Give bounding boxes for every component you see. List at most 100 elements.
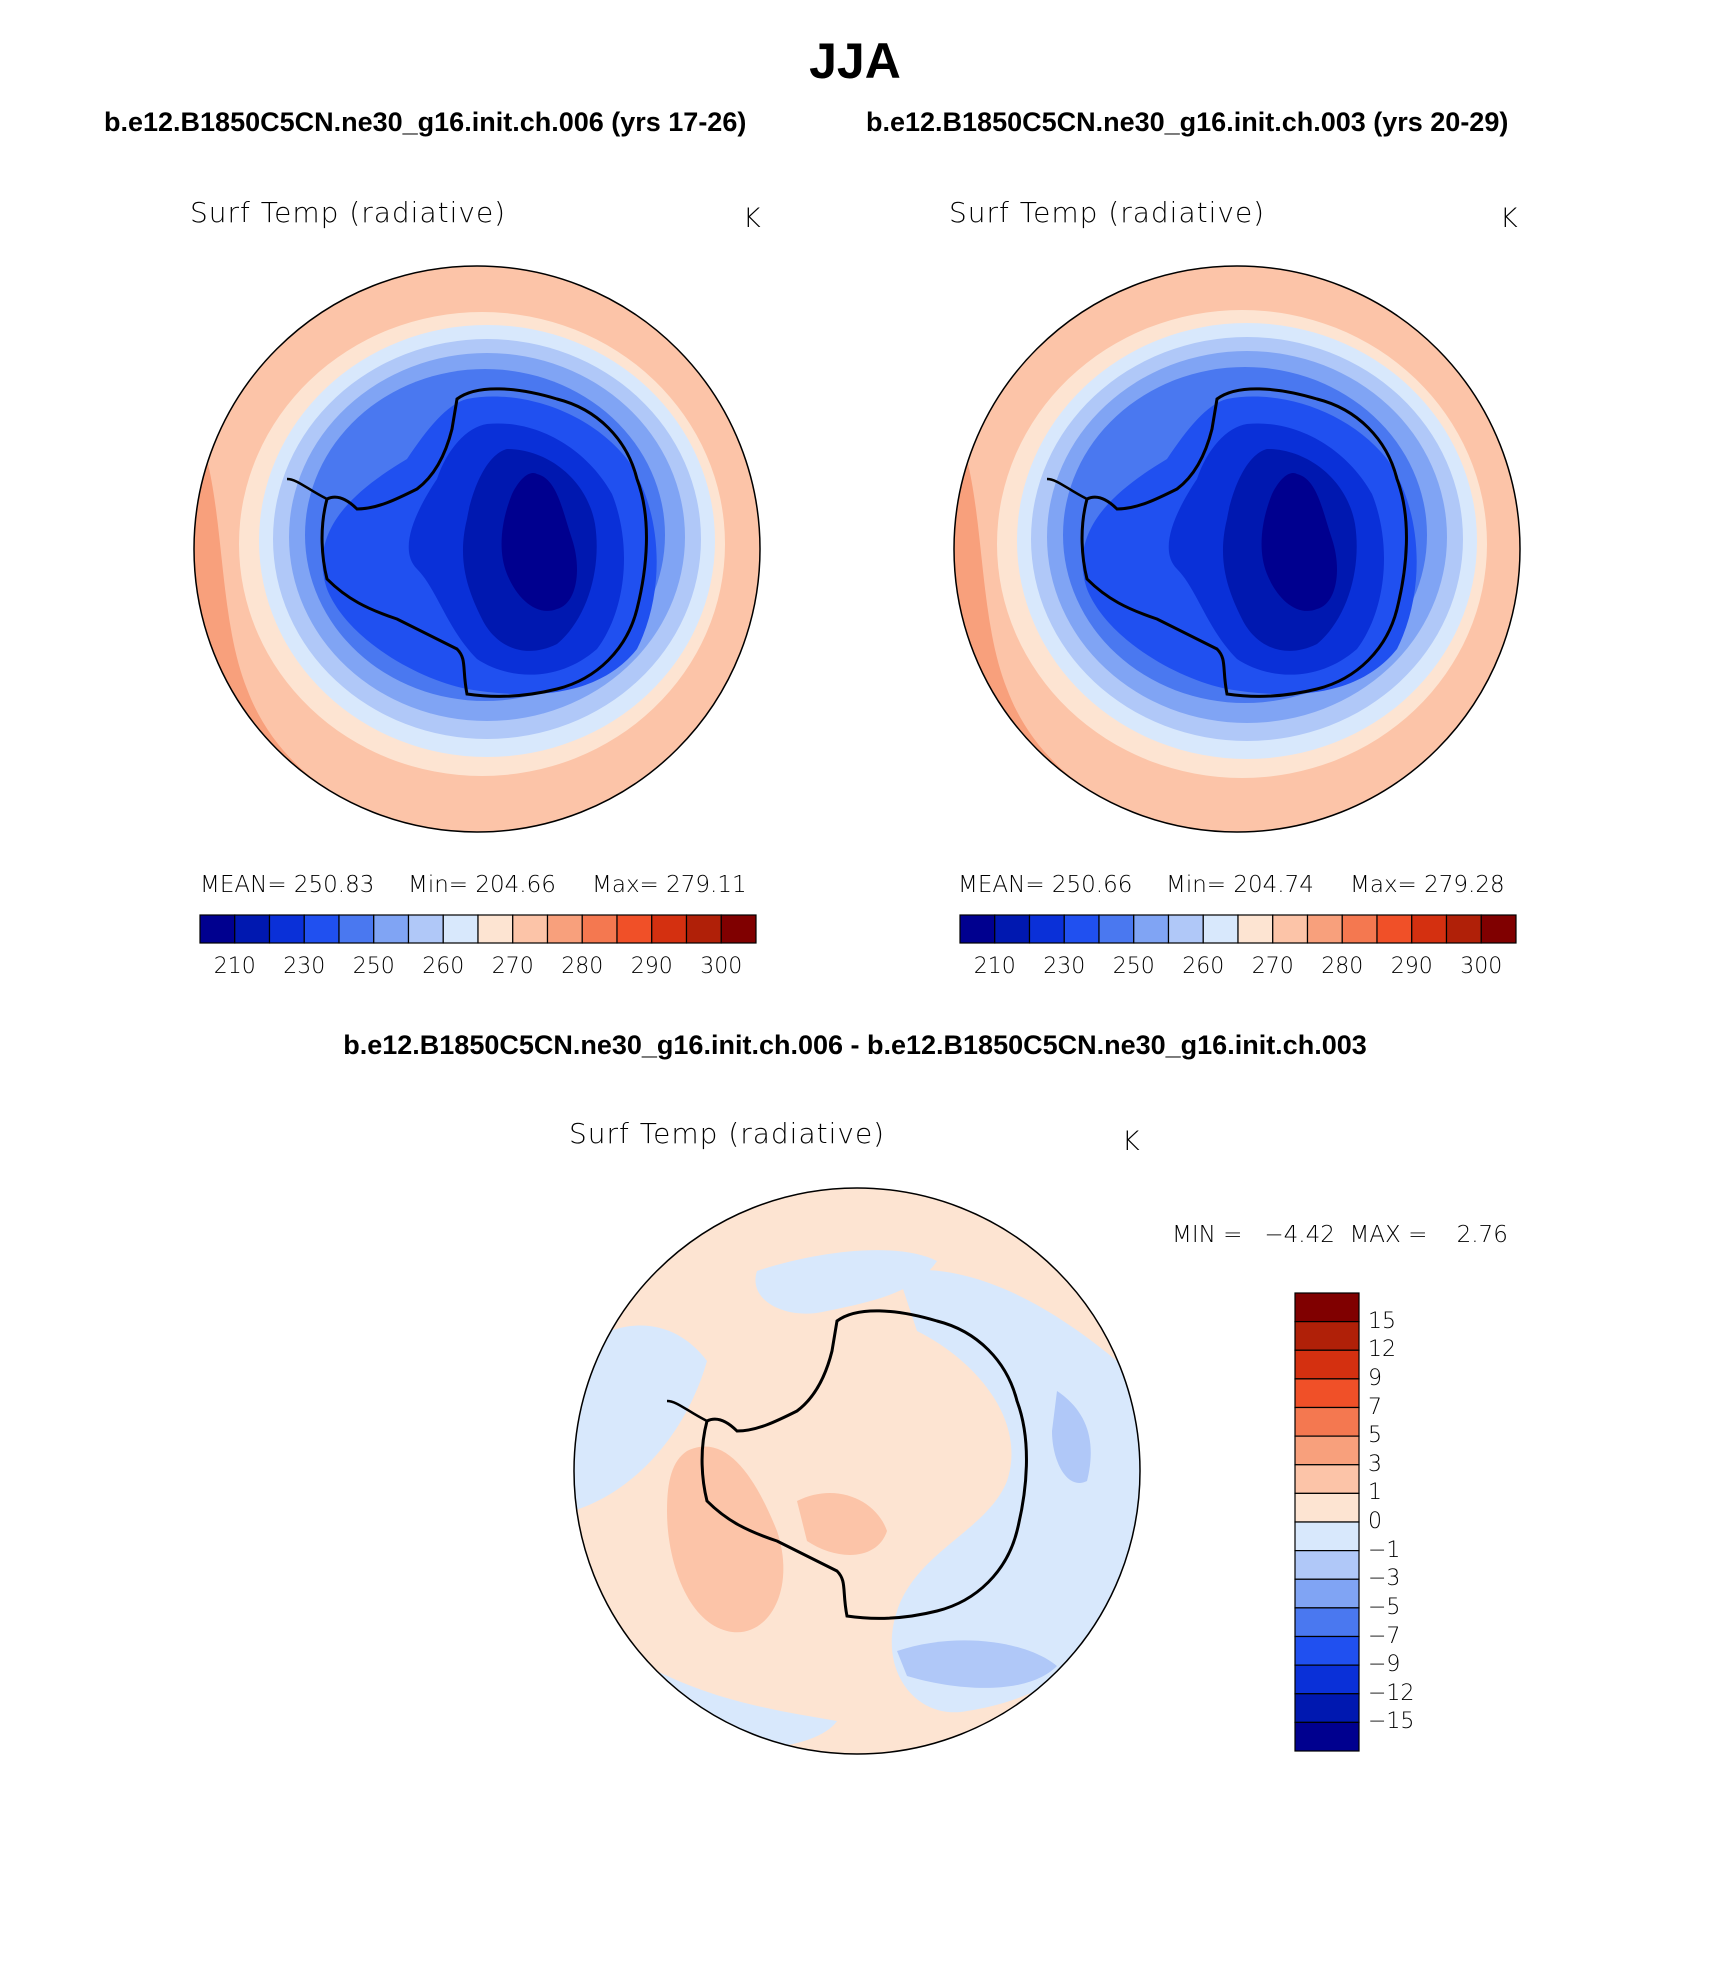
diff-colorbar xyxy=(1294,1292,1360,1752)
colorbar-swatch xyxy=(1294,1721,1360,1752)
colorbar-swatch xyxy=(199,914,236,944)
colorbar-swatch xyxy=(1133,914,1170,944)
colorbar-swatch xyxy=(1306,914,1343,944)
colorbar-tick-label: 15 xyxy=(1368,1308,1396,1334)
colorbar-swatch xyxy=(373,914,410,944)
colorbar-tick-label: 0 xyxy=(1368,1509,1382,1534)
colorbar-tick-label: 7 xyxy=(1368,1394,1382,1420)
colorbar-swatch xyxy=(1294,1607,1360,1638)
colorbar-swatch xyxy=(407,914,444,944)
colorbar-swatch xyxy=(268,914,305,944)
colorbar-swatch xyxy=(1294,1521,1360,1552)
panel-a-mean: MEAN= 250.83 xyxy=(200,872,375,898)
diff-colorbar-ticks: 15 12 9 7 5 3 1 0 −1 −3 −5 −7 −9 −12 −15 xyxy=(1368,1293,1448,1751)
diff-map xyxy=(573,1187,1141,1755)
panel-b-max: Max= 279.28 xyxy=(1350,872,1505,898)
panel-a-colorbar xyxy=(199,914,757,944)
colorbar-tick-label: −7 xyxy=(1368,1623,1401,1649)
colorbar-tick-label: 280 xyxy=(1321,954,1364,979)
colorbar-tick-label: 300 xyxy=(1460,954,1503,979)
colorbar-swatch xyxy=(1294,1321,1360,1351)
colorbar-swatch xyxy=(303,914,340,944)
colorbar-tick-label: 250 xyxy=(1112,954,1155,979)
colorbar-tick-label: 280 xyxy=(561,954,604,979)
colorbar-tick-label: 5 xyxy=(1368,1423,1382,1449)
colorbar-tick-label: 270 xyxy=(1251,954,1294,979)
colorbar-swatch xyxy=(1294,1464,1360,1494)
colorbar-tick-label: −12 xyxy=(1368,1680,1415,1706)
case-a-header: b.e12.B1850C5CN.ne30_g16.init.ch.006 (yr… xyxy=(104,107,747,137)
panel-b-mean: MEAN= 250.66 xyxy=(958,872,1133,898)
colorbar-swatch xyxy=(1294,1406,1360,1437)
diff-minmax: MIN = −4.42 MAX = 2.76 xyxy=(1172,1222,1508,1248)
colorbar-tick-label: −9 xyxy=(1368,1652,1401,1678)
panel-b-map xyxy=(953,265,1521,833)
colorbar-swatch xyxy=(1167,914,1204,944)
colorbar-tick-label: 270 xyxy=(491,954,534,979)
colorbar-tick-label: 290 xyxy=(630,954,673,979)
colorbar-swatch xyxy=(616,914,653,944)
colorbar-swatch xyxy=(1411,914,1448,944)
colorbar-swatch xyxy=(338,914,375,944)
colorbar-tick-label: −1 xyxy=(1368,1537,1401,1563)
colorbar-swatch xyxy=(1376,914,1413,944)
colorbar-swatch xyxy=(1202,914,1239,944)
colorbar-swatch xyxy=(1294,1349,1360,1380)
colorbar-swatch xyxy=(581,914,618,944)
colorbar-swatch xyxy=(1341,914,1378,944)
colorbar-tick-label: 260 xyxy=(1182,954,1225,979)
colorbar-tick-label: 230 xyxy=(283,954,326,979)
colorbar-tick-label: 9 xyxy=(1368,1365,1382,1391)
colorbar-swatch xyxy=(546,914,583,944)
panel-a-min: Min= 204.66 xyxy=(408,872,556,898)
panel-a-map xyxy=(193,265,761,833)
colorbar-tick-label: 260 xyxy=(422,954,465,979)
colorbar-swatch xyxy=(442,914,479,944)
colorbar-swatch xyxy=(234,914,271,944)
colorbar-swatch xyxy=(685,914,722,944)
colorbar-swatch xyxy=(1480,914,1517,944)
colorbar-tick-label: −3 xyxy=(1368,1566,1401,1592)
colorbar-swatch xyxy=(512,914,549,944)
colorbar-tick-label: 3 xyxy=(1368,1451,1382,1477)
colorbar-swatch xyxy=(1445,914,1482,944)
colorbar-swatch xyxy=(651,914,688,944)
colorbar-swatch xyxy=(994,914,1031,944)
colorbar-swatch xyxy=(1294,1664,1360,1695)
colorbar-tick-label: 250 xyxy=(352,954,395,979)
colorbar-swatch xyxy=(1294,1578,1360,1609)
figure-title: JJA xyxy=(809,33,901,89)
panel-a-max: Max= 279.11 xyxy=(592,872,747,898)
colorbar-tick-label: 210 xyxy=(973,954,1016,979)
panel-b-units: K xyxy=(1500,203,1518,234)
colorbar-tick-label: 1 xyxy=(1368,1480,1382,1506)
colorbar-swatch xyxy=(1294,1635,1360,1666)
colorbar-swatch xyxy=(1294,1492,1360,1523)
colorbar-swatch xyxy=(1294,1693,1360,1723)
colorbar-tick-label: 12 xyxy=(1368,1337,1396,1363)
colorbar-swatch xyxy=(1294,1435,1360,1466)
colorbar-swatch xyxy=(1063,914,1100,944)
colorbar-swatch xyxy=(1294,1378,1360,1409)
colorbar-tick-label: −15 xyxy=(1368,1709,1415,1735)
panel-a-units: K xyxy=(743,203,761,234)
colorbar-swatch xyxy=(1098,914,1135,944)
colorbar-swatch xyxy=(1028,914,1065,944)
diff-variable: Surf Temp (radiative) xyxy=(569,1117,886,1150)
colorbar-tick-label: −5 xyxy=(1368,1594,1401,1620)
colorbar-swatch xyxy=(1294,1550,1360,1580)
panel-a-variable: Surf Temp (radiative) xyxy=(190,196,507,229)
case-b-header: b.e12.B1850C5CN.ne30_g16.init.ch.003 (yr… xyxy=(866,107,1509,137)
panel-b-colorbar xyxy=(959,914,1517,944)
colorbar-swatch xyxy=(477,914,514,944)
panel-b-variable: Surf Temp (radiative) xyxy=(949,196,1266,229)
colorbar-tick-label: 300 xyxy=(700,954,743,979)
panel-b-min: Min= 204.74 xyxy=(1166,872,1314,898)
colorbar-swatch xyxy=(1294,1292,1360,1323)
diff-units: K xyxy=(1122,1126,1140,1157)
panel-b-colorbar-ticks: 210 230 250 260 270 280 290 300 xyxy=(960,950,1516,980)
colorbar-tick-label: 290 xyxy=(1390,954,1433,979)
diff-header: b.e12.B1850C5CN.ne30_g16.init.ch.006 - b… xyxy=(343,1030,1367,1060)
colorbar-swatch xyxy=(1272,914,1309,944)
colorbar-tick-label: 230 xyxy=(1043,954,1086,979)
